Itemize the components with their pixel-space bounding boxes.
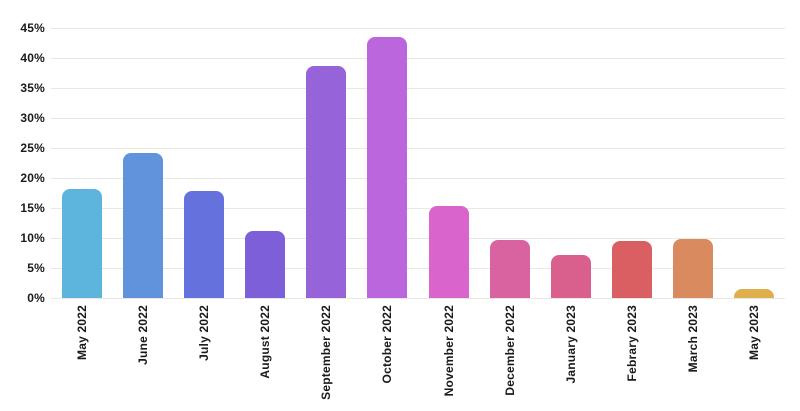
bar-june-2022[interactable] — [122, 152, 163, 298]
x-slot: Febrary 2023 — [602, 305, 663, 407]
plot-area — [51, 28, 785, 299]
x-axis: May 2022 June 2022 July 2022 August 2022 Sep… — [51, 305, 785, 407]
x-slot: January 2023 — [540, 305, 601, 407]
bar-december-2022[interactable] — [489, 240, 530, 298]
y-tick-label: 45% — [20, 21, 45, 35]
x-tick-label: June 2022 — [135, 305, 150, 365]
bar-febrary-2023[interactable] — [612, 241, 653, 298]
x-slot: December 2022 — [479, 305, 540, 407]
x-tick-label: October 2022 — [380, 305, 395, 384]
gridline — [51, 178, 785, 179]
gridline — [51, 148, 785, 149]
gridline — [51, 58, 785, 59]
bar-january-2023[interactable] — [550, 255, 591, 298]
y-tick-label: 5% — [27, 261, 45, 275]
x-tick-label: August 2022 — [258, 305, 273, 379]
y-tick-label: 40% — [20, 51, 45, 65]
x-tick-label: September 2022 — [319, 305, 334, 400]
x-tick-label: March 2023 — [686, 305, 701, 373]
y-tick-label: 15% — [20, 201, 45, 215]
x-tick-label: Febrary 2023 — [625, 305, 640, 382]
y-tick-label: 0% — [27, 291, 45, 305]
bar-july-2022[interactable] — [183, 191, 224, 298]
y-axis: 0% 5% 10% 15% 20% 25% 30% 35% 40% 45% — [0, 21, 45, 305]
gridline — [51, 238, 785, 239]
x-slot: May 2022 — [51, 305, 112, 407]
x-slot: May 2023 — [724, 305, 785, 407]
y-tick-label: 35% — [20, 81, 45, 95]
y-tick-label: 25% — [20, 141, 45, 155]
gridline — [51, 118, 785, 119]
x-tick-label: January 2023 — [563, 305, 578, 384]
bar-november-2022[interactable] — [428, 206, 469, 298]
x-tick-label: May 2023 — [747, 305, 762, 360]
gridline — [51, 298, 785, 299]
gridline — [51, 208, 785, 209]
x-tick-label: November 2022 — [441, 305, 456, 397]
bar-august-2022[interactable] — [245, 230, 286, 298]
bar-may-2022[interactable] — [61, 188, 102, 298]
x-slot: August 2022 — [235, 305, 296, 407]
y-tick-label: 10% — [20, 231, 45, 245]
y-tick-label: 30% — [20, 111, 45, 125]
x-slot: November 2022 — [418, 305, 479, 407]
bar-march-2023[interactable] — [673, 239, 714, 298]
x-slot: October 2022 — [357, 305, 418, 407]
bar-may-2023[interactable] — [734, 289, 775, 298]
bar-september-2022[interactable] — [306, 65, 347, 298]
x-slot: June 2022 — [112, 305, 173, 407]
y-tick-label: 20% — [20, 171, 45, 185]
x-slot: July 2022 — [173, 305, 234, 407]
x-tick-label: July 2022 — [196, 305, 211, 361]
bar-october-2022[interactable] — [367, 37, 408, 298]
x-tick-label: December 2022 — [502, 305, 517, 396]
gridline — [51, 88, 785, 89]
x-slot: March 2023 — [663, 305, 724, 407]
x-slot: September 2022 — [296, 305, 357, 407]
gridline — [51, 268, 785, 269]
gridline — [51, 28, 785, 29]
x-tick-label: May 2022 — [74, 305, 89, 360]
